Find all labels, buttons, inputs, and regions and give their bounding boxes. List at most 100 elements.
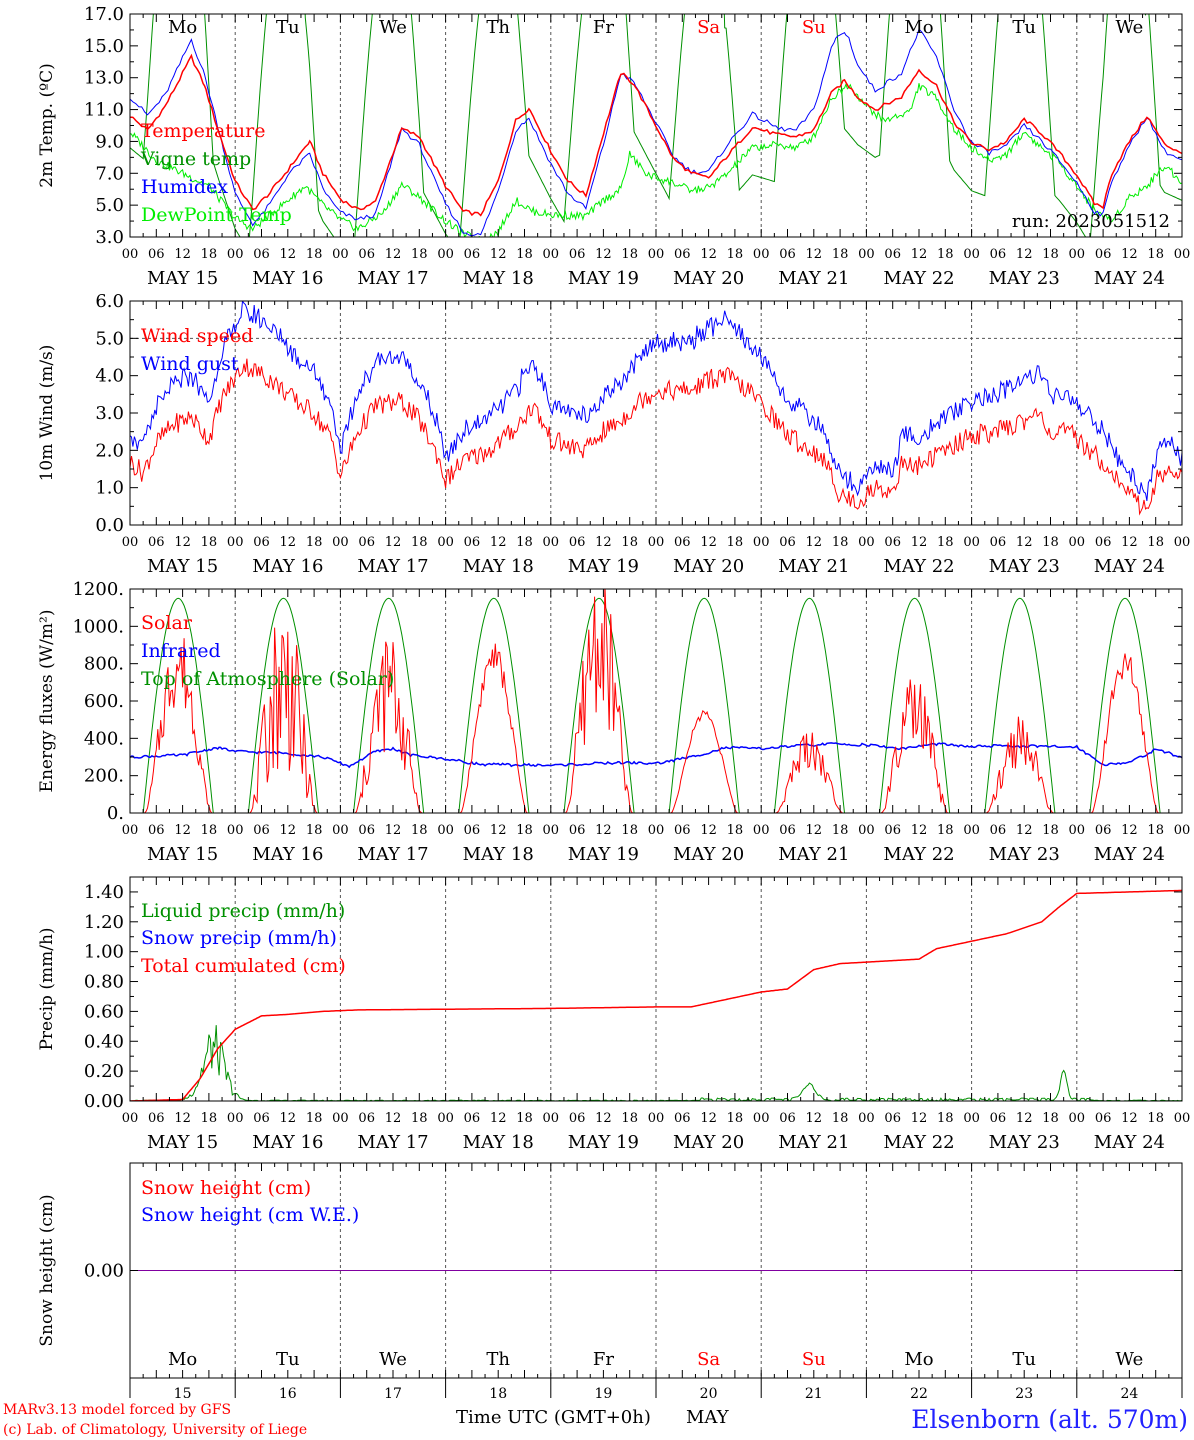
day-of-week-label: Sa: [697, 1349, 720, 1370]
hour-tick-label: 06: [674, 823, 691, 838]
hour-tick-label: 12: [911, 823, 928, 838]
hour-tick-label: 18: [1147, 823, 1164, 838]
panel-frame: [129, 588, 1183, 814]
hour-tick-label: 18: [727, 823, 744, 838]
hour-tick-label: 06: [358, 1111, 375, 1126]
hour-tick-label: 00: [753, 535, 770, 550]
hour-tick-label: 06: [148, 1111, 165, 1126]
date-label: MAY 21: [778, 268, 849, 289]
hour-tick-label: 00: [543, 1111, 560, 1126]
hour-tick-label: 00: [858, 823, 875, 838]
text-layer: 3.0 5.0 7.0 9.0 11.0 13.0 15.0 17.0 2m Temp. (ºC…: [37, 4, 1190, 1402]
hour-tick-label: 18: [727, 1111, 744, 1126]
y-tick-label: 200.: [84, 766, 124, 787]
date-label: MAY 23: [989, 844, 1060, 865]
date-label: MAY 18: [463, 1132, 534, 1153]
hour-tick-label: 12: [700, 535, 717, 550]
hour-tick-label: 12: [490, 1111, 507, 1126]
day-of-week-label: We: [379, 1349, 407, 1370]
legend-entry: Humidex: [141, 176, 228, 198]
hour-tick-label: 18: [306, 823, 323, 838]
hour-tick-label: 06: [464, 1111, 481, 1126]
hour-tick-label: 00: [227, 1111, 244, 1126]
hour-tick-label: 00: [122, 247, 139, 262]
hour-tick-label: 06: [884, 823, 901, 838]
day-of-week-label: Mo: [168, 1349, 197, 1370]
day-of-week-label: We: [379, 17, 407, 38]
date-label: MAY 24: [1094, 844, 1165, 865]
legend-entry: DewPoint Temp: [141, 204, 292, 226]
grid-layer: [130, 14, 1182, 1378]
day-number-label: 16: [279, 1386, 297, 1402]
hour-tick-label: 18: [516, 247, 533, 262]
y-tick-label: 3.0: [95, 227, 124, 248]
series-line-wind-speed: [130, 358, 1182, 516]
hour-tick-label: 12: [280, 1111, 297, 1126]
date-label: MAY 17: [357, 844, 428, 865]
y-axis-title: Precip (mm/h): [37, 927, 57, 1050]
y-tick-label: 1.40: [84, 882, 124, 903]
date-label: MAY 22: [883, 268, 954, 289]
hour-tick-label: 00: [122, 1111, 139, 1126]
hour-tick-label: 06: [464, 823, 481, 838]
date-label: MAY 23: [989, 556, 1060, 577]
y-tick-label: 800.: [84, 654, 124, 675]
y-tick-label: 0.0: [95, 515, 124, 536]
hour-tick-label: 12: [595, 247, 612, 262]
legend-entry: Liquid precip (mm/h): [141, 900, 345, 922]
hour-tick-label: 00: [1174, 247, 1191, 262]
hour-tick-label: 00: [648, 1111, 665, 1126]
hour-tick-label: 00: [227, 535, 244, 550]
y-tick-label: 0.80: [84, 972, 124, 993]
panel-series-group: [130, 589, 1182, 813]
hour-tick-label: 12: [1121, 823, 1138, 838]
hour-tick-label: 06: [358, 247, 375, 262]
hour-tick-label: 12: [385, 823, 402, 838]
hour-tick-label: 18: [832, 823, 849, 838]
hour-tick-label: 00: [1069, 1111, 1086, 1126]
hour-tick-label: 06: [1095, 1111, 1112, 1126]
hour-tick-label: 06: [674, 1111, 691, 1126]
hour-tick-label: 06: [358, 535, 375, 550]
series-line-temperature: [130, 53, 1182, 217]
hour-tick-label: 00: [122, 823, 139, 838]
date-label: MAY 15: [147, 1132, 218, 1153]
legend-entry: Snow height (cm W.E.): [141, 1204, 359, 1226]
hour-tick-label: 12: [595, 535, 612, 550]
hour-tick-label: 12: [280, 823, 297, 838]
hour-tick-label: 06: [1095, 823, 1112, 838]
hour-tick-label: 00: [543, 823, 560, 838]
hour-tick-label: 06: [464, 247, 481, 262]
hour-tick-label: 18: [1147, 1111, 1164, 1126]
hour-tick-label: 18: [201, 535, 218, 550]
y-tick-label: 17.0: [84, 4, 124, 25]
hour-tick-label: 00: [437, 823, 454, 838]
hour-tick-label: 18: [621, 247, 638, 262]
y-tick-label: 0.20: [84, 1061, 124, 1082]
hour-tick-label: 00: [1174, 1111, 1191, 1126]
y-axis-title: Snow height (cm): [37, 1194, 57, 1346]
legend-entry: Snow height (cm): [141, 1177, 311, 1199]
legend-entry: Snow precip (mm/h): [141, 927, 337, 949]
hour-tick-label: 18: [1042, 535, 1059, 550]
hour-tick-label: 18: [621, 535, 638, 550]
date-label: MAY 16: [252, 556, 323, 577]
hour-tick-label: 00: [648, 823, 665, 838]
legend-entry: Temperature: [141, 120, 265, 142]
hour-tick-label: 18: [727, 535, 744, 550]
hour-tick-label: 06: [148, 247, 165, 262]
date-label: MAY 20: [673, 556, 744, 577]
hour-tick-label: 12: [174, 535, 191, 550]
hour-tick-label: 00: [753, 823, 770, 838]
date-label: MAY 21: [778, 844, 849, 865]
day-number-label: 18: [489, 1386, 507, 1402]
y-tick-label: 5.0: [95, 328, 124, 349]
hour-tick-label: 18: [516, 823, 533, 838]
hour-tick-label: 18: [832, 1111, 849, 1126]
hour-tick-label: 06: [990, 1111, 1007, 1126]
y-tick-label: 5.0: [95, 195, 124, 216]
date-label: MAY 22: [883, 1132, 954, 1153]
date-label: MAY 18: [463, 844, 534, 865]
hour-tick-label: 00: [437, 1111, 454, 1126]
